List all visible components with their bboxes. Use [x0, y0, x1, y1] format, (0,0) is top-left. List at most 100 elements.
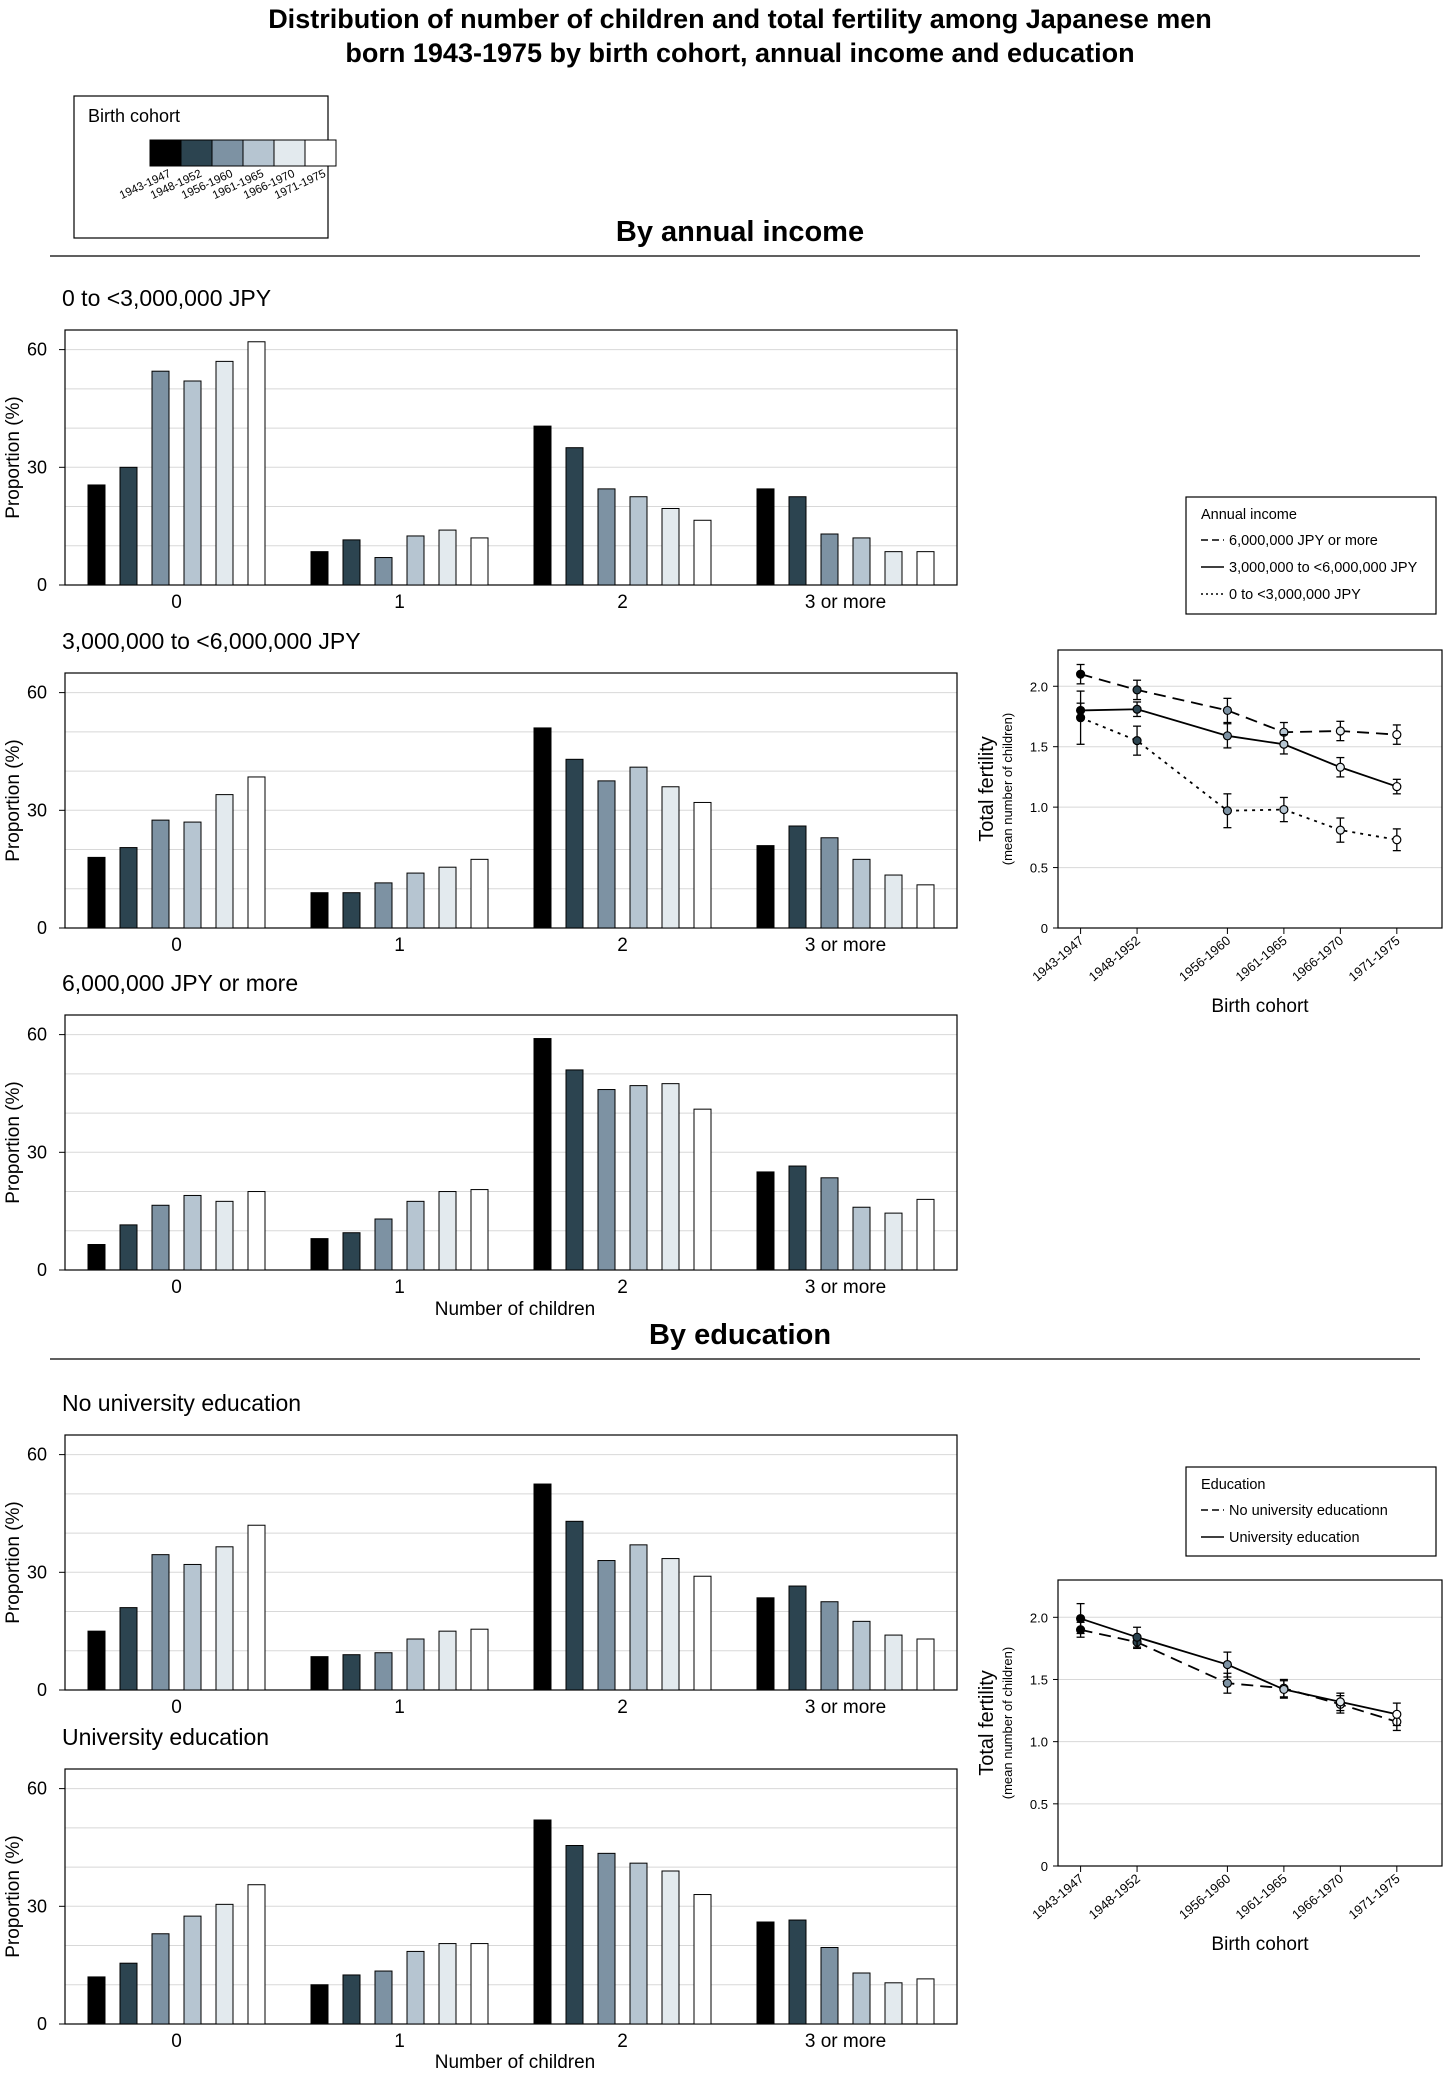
bar-1971-1975-children-3 or more [916, 1638, 935, 1691]
panel-title-income-low: 0 to <3,000,000 JPY [62, 285, 271, 311]
bar-1961-1965-children-0 [183, 1563, 202, 1691]
legend-swatch-1961-1965 [242, 139, 275, 167]
bar-1966-1970-children-2 [661, 1558, 680, 1691]
x-tick-label: 1 [394, 1697, 405, 1718]
data-point-University education-1948-1952 [1132, 1632, 1142, 1642]
bar-1966-1970-children-3 or more [884, 1212, 903, 1271]
bar-1971-1975-children-2 [693, 519, 712, 586]
panel-title-income-mid: 3,000,000 to <6,000,000 JPY [62, 628, 361, 654]
x-tick-label: 1943-1947 [1029, 933, 1086, 984]
bar-1943-1947-children-2 [533, 1819, 552, 2025]
y-tick-label: 30 [27, 1142, 47, 1162]
bar-1966-1970-children-1 [438, 529, 457, 586]
x-tick-label: 2 [617, 1697, 628, 1718]
plot-frame [64, 1768, 958, 2025]
bar-1948-1952-children-3 or more [788, 496, 807, 586]
bar-1943-1947-children-0 [87, 856, 106, 929]
bar-1948-1952-children-2 [565, 758, 584, 929]
x-tick-label: 0 [171, 592, 182, 613]
bar-1956-1960-children-2 [597, 780, 616, 929]
bar-1966-1970-children-3 or more [884, 551, 903, 586]
bar-1956-1960-children-1 [374, 1652, 393, 1691]
x-tick-label: 3 or more [805, 2031, 886, 2052]
bar-1943-1947-children-0 [87, 1244, 106, 1271]
legend-swatch-1971-1975 [304, 139, 337, 167]
bar-1943-1947-children-3 or more [756, 1171, 775, 1271]
bar-1956-1960-children-3 or more [820, 1947, 839, 2025]
bar-1943-1947-children-2 [533, 1038, 552, 1271]
y-tick-label: 0 [37, 2014, 47, 2034]
bar-1971-1975-children-2 [693, 1894, 712, 2025]
line-legend-entry: 3,000,000 to <6,000,000 JPY [1229, 560, 1418, 576]
data-point-3,000,000 to <6,000,000 JPY-1948-1952 [1132, 704, 1142, 714]
birth-cohort-legend: Birth cohort 1943-19471948-19521956-1960… [73, 95, 337, 239]
bar-1966-1970-children-3 or more [884, 874, 903, 929]
bar-1971-1975-children-1 [470, 858, 489, 929]
data-point-3,000,000 to <6,000,000 JPY-1971-1975 [1392, 781, 1402, 792]
data-point-University education-1943-1947 [1075, 1613, 1086, 1624]
y-tick-label: 60 [27, 1779, 47, 1799]
y-tick-label: 0 [37, 575, 47, 595]
bar-1966-1970-children-0 [215, 1200, 234, 1271]
x-axis-label: Birth cohort [1211, 1934, 1309, 1955]
bar-1961-1965-children-1 [406, 872, 425, 929]
bar-1966-1970-children-0 [215, 1903, 234, 2025]
data-point-0 to <3,000,000 JPY-1971-1975 [1392, 835, 1402, 845]
data-point-6,000,000 JPY or more-1956-1960 [1222, 705, 1233, 716]
x-tick-label: 3 or more [805, 592, 886, 613]
bar-1971-1975-children-0 [247, 776, 266, 929]
bar-1943-1947-children-3 or more [756, 1597, 775, 1691]
x-tick-label: 1971-1975 [1345, 933, 1402, 984]
bar-1943-1947-children-0 [87, 1630, 106, 1691]
x-tick-label: 1971-1975 [1345, 1871, 1402, 1922]
bar-1948-1952-children-3 or more [788, 825, 807, 929]
bar-1956-1960-children-1 [374, 1218, 393, 1271]
bar-1966-1970-children-2 [661, 786, 680, 929]
plot-frame [64, 672, 958, 929]
bar-1956-1960-children-1 [374, 1970, 393, 2025]
bar-1966-1970-children-2 [661, 508, 680, 586]
x-tick-label: 3 or more [805, 1697, 886, 1718]
line-chart-education: Education No university educationn Univers… [976, 1466, 1443, 1955]
panel-title-no-university: No university education [62, 1390, 301, 1416]
bar-1961-1965-children-3 or more [852, 858, 871, 929]
y-tick-label: 60 [27, 683, 47, 703]
x-tick-label: 0 [171, 1277, 182, 1298]
x-tick-label: 1 [394, 1277, 405, 1298]
x-axis-label: Birth cohort [1211, 996, 1309, 1017]
data-point-6,000,000 JPY or more-1943-1947 [1075, 669, 1086, 679]
bar-1966-1970-children-3 or more [884, 1982, 903, 2025]
data-point-University education-1961-1965 [1279, 1684, 1289, 1695]
bar-1966-1970-children-2 [661, 1870, 680, 2025]
y-tick-label: 2.0 [1030, 1610, 1048, 1625]
bar-chart-income-low: 0 30 60 Proportion (%) 0 1 2 3 or more [3, 329, 958, 613]
y-tick-label: 30 [27, 1562, 47, 1582]
plot-frame [64, 1014, 958, 1271]
legend-swatch-1948-1952 [180, 139, 213, 167]
bar-1971-1975-children-0 [247, 1884, 266, 2025]
bar-1961-1965-children-2 [629, 1862, 648, 2025]
bar-1956-1960-children-0 [151, 370, 170, 586]
bar-1961-1965-children-3 or more [852, 537, 871, 586]
y-tick-label: 0 [37, 1680, 47, 1700]
bar-1948-1952-children-1 [342, 1232, 361, 1271]
bar-1948-1952-children-1 [342, 539, 361, 586]
bar-1948-1952-children-1 [342, 1654, 361, 1691]
y-axis-label: Proportion (%) [3, 1835, 24, 1958]
bar-1966-1970-children-1 [438, 1630, 457, 1691]
x-tick-label: 1961-1965 [1233, 1871, 1290, 1922]
bar-1956-1960-children-0 [151, 819, 170, 929]
y-tick-label: 2.0 [1030, 679, 1048, 694]
bar-1966-1970-children-1 [438, 1191, 457, 1271]
data-point-0 to <3,000,000 JPY-1966-1970 [1335, 825, 1345, 835]
bar-1961-1965-children-3 or more [852, 1206, 871, 1271]
legend-swatch-1956-1960 [211, 139, 244, 167]
x-tick-label: 1966-1970 [1289, 933, 1346, 984]
series-line-University education [1080, 1617, 1398, 1716]
y-tick-label: 60 [27, 340, 47, 360]
bar-1971-1975-children-1 [470, 1943, 489, 2025]
bar-1961-1965-children-0 [183, 380, 202, 586]
bar-1966-1970-children-0 [215, 360, 234, 586]
x-tick-label: 1 [394, 2031, 405, 2052]
bar-xaxis-label-education: Number of children [435, 2052, 596, 2073]
